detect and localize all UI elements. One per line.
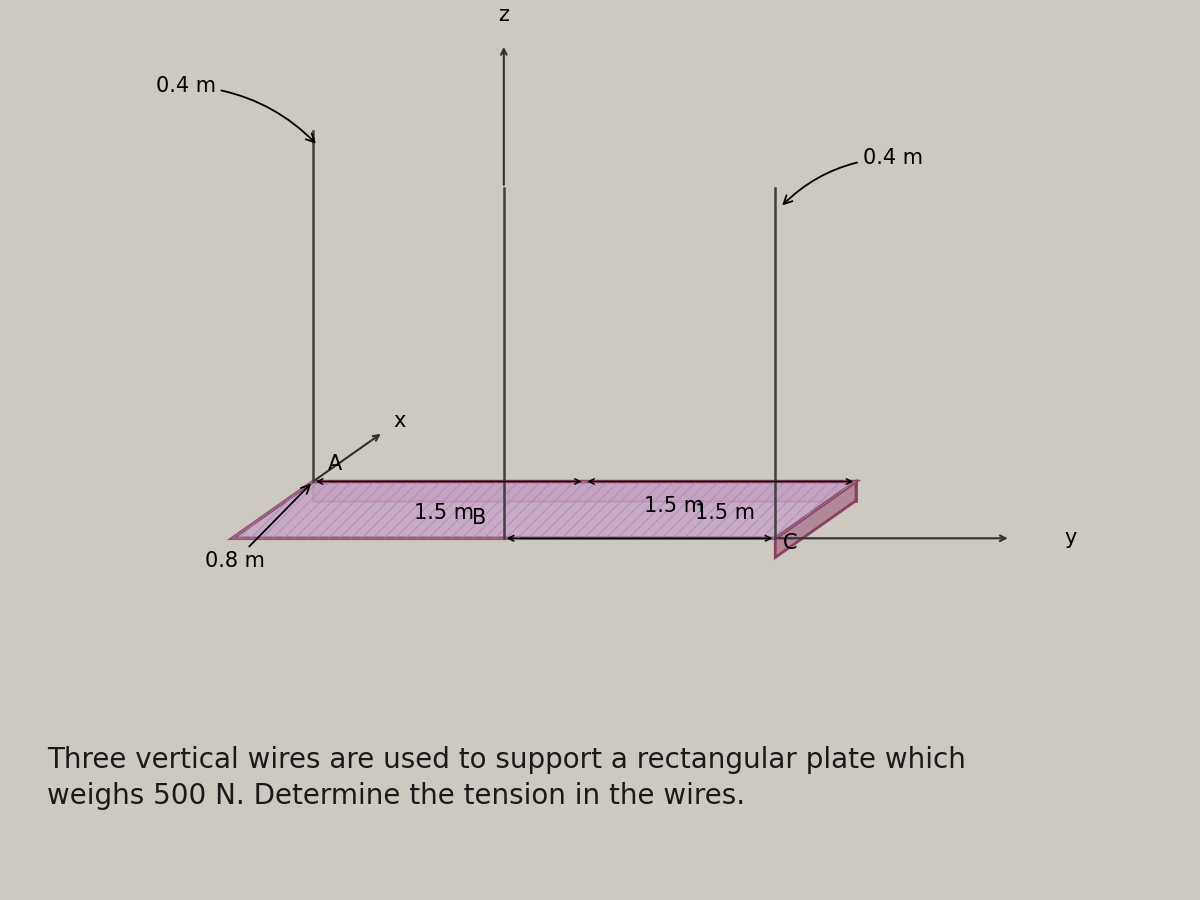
Text: B: B — [472, 508, 486, 528]
Polygon shape — [313, 482, 856, 500]
Text: C: C — [784, 534, 798, 554]
Text: 0.4 m: 0.4 m — [156, 76, 314, 142]
Text: z: z — [498, 4, 509, 25]
Text: 1.5 m: 1.5 m — [414, 503, 474, 524]
Text: 0.4 m: 0.4 m — [784, 148, 923, 204]
Text: A: A — [328, 454, 342, 473]
Text: 1.5 m: 1.5 m — [643, 497, 703, 517]
Text: y: y — [1064, 528, 1078, 548]
Text: 1.5 m: 1.5 m — [695, 503, 755, 524]
Text: Three vertical wires are used to support a rectangular plate which
weighs 500 N.: Three vertical wires are used to support… — [47, 745, 966, 810]
Polygon shape — [775, 482, 856, 557]
Text: 0.8 m: 0.8 m — [205, 485, 310, 572]
Text: x: x — [392, 411, 406, 431]
Polygon shape — [233, 482, 856, 538]
